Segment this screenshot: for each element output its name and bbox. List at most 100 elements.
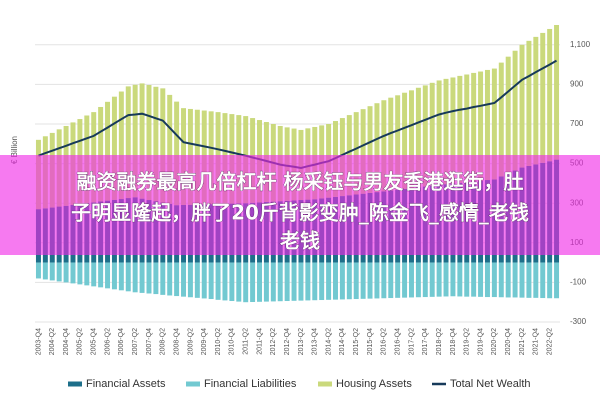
bar (160, 262, 166, 295)
x-tick-label: 2014-Q2 (325, 328, 332, 355)
bar (291, 262, 297, 301)
x-tick-label: 2008-Q2 (160, 328, 167, 355)
y-tick-label: 700 (570, 119, 584, 128)
bar (194, 262, 200, 298)
y-tick-label: -300 (570, 317, 587, 326)
bar (443, 262, 449, 297)
bar (270, 262, 276, 302)
bar (484, 69, 490, 181)
bar (42, 262, 48, 280)
legend-label: Financial Assets (86, 378, 166, 390)
bar (422, 262, 428, 298)
bar (408, 90, 414, 189)
x-tick-label: 2009-Q4 (201, 328, 208, 355)
bar (215, 262, 221, 300)
legend-label: Housing Assets (336, 378, 412, 390)
bar (243, 262, 249, 303)
bar (139, 262, 145, 293)
bar (353, 262, 359, 300)
overlay-banner (0, 155, 600, 255)
bar (402, 262, 408, 298)
x-tick-label: 2015-Q4 (367, 328, 374, 355)
bar (533, 262, 539, 298)
bar (257, 262, 262, 302)
bar (298, 262, 304, 301)
bar (464, 262, 470, 297)
bar (457, 262, 463, 297)
x-tick-label: 2019-Q4 (477, 328, 484, 355)
bar (478, 71, 484, 181)
bar (118, 91, 124, 200)
bar (160, 88, 166, 203)
bar (540, 262, 546, 299)
bar (167, 94, 173, 204)
x-tick-label: 2004-Q4 (63, 328, 70, 355)
x-tick-label: 2013-Q2 (298, 328, 305, 355)
bar (84, 262, 90, 286)
bar (526, 40, 532, 166)
bar (512, 262, 518, 298)
bar (498, 62, 504, 177)
bar (125, 262, 131, 292)
bar (388, 262, 394, 299)
bar (111, 262, 117, 290)
bar (484, 262, 490, 298)
x-tick-label: 2005-Q4 (91, 328, 98, 355)
bar (450, 77, 456, 184)
x-tick-label: 2017-Q4 (422, 328, 429, 355)
bar (450, 262, 456, 297)
bar (98, 106, 104, 202)
bar (547, 262, 553, 299)
x-tick-label: 2012-Q2 (270, 328, 277, 355)
bar (374, 262, 380, 299)
bar (91, 262, 97, 287)
x-tick-label: 2009-Q2 (187, 328, 194, 355)
x-tick-label: 2017-Q2 (408, 328, 415, 355)
legend-swatch (68, 381, 82, 387)
bar (132, 84, 138, 198)
bar (277, 262, 283, 302)
bar (174, 101, 180, 206)
x-tick-label: 2021-Q4 (533, 328, 540, 355)
bar (339, 262, 345, 300)
bar (491, 262, 497, 298)
bar (415, 262, 421, 298)
x-tick-label: 2007-Q2 (132, 328, 139, 355)
bar (139, 83, 145, 199)
x-tick-label: 2010-Q2 (215, 328, 222, 355)
x-tick-label: 2012-Q4 (284, 328, 291, 355)
overlay-text: 融资融券最高几倍杠杆 杨采钰与男友香港逛街，肚 (77, 170, 524, 194)
bar (422, 85, 428, 187)
bar (367, 106, 373, 193)
bar (443, 78, 449, 185)
bar (554, 262, 560, 299)
x-tick-label: 2021-Q2 (519, 328, 526, 355)
x-tick-label: 2018-Q4 (450, 328, 457, 355)
x-tick-label: 2008-Q4 (173, 328, 180, 355)
bar (153, 262, 159, 295)
bar (353, 112, 359, 195)
bar (491, 68, 497, 180)
bar (402, 92, 408, 189)
bar (471, 262, 477, 297)
bar (505, 56, 511, 174)
x-tick-label: 2011-Q2 (243, 328, 250, 355)
bar (519, 44, 525, 168)
bar (333, 262, 338, 300)
bar (395, 262, 401, 298)
bar (263, 262, 269, 302)
bar (415, 87, 421, 188)
bar (457, 75, 463, 183)
bar (388, 97, 394, 191)
legend-label: Total Net Wealth (450, 378, 531, 390)
x-tick-label: 2005-Q2 (77, 328, 84, 355)
bar (63, 262, 69, 283)
bar (381, 100, 387, 192)
bar (35, 262, 41, 279)
y-axis-label: € Billion (10, 136, 19, 164)
bar (381, 262, 387, 299)
bar (360, 109, 366, 194)
overlay-text: 老钱 (280, 229, 320, 253)
x-tick-label: 2022-Q2 (546, 328, 553, 355)
bar (132, 262, 138, 293)
